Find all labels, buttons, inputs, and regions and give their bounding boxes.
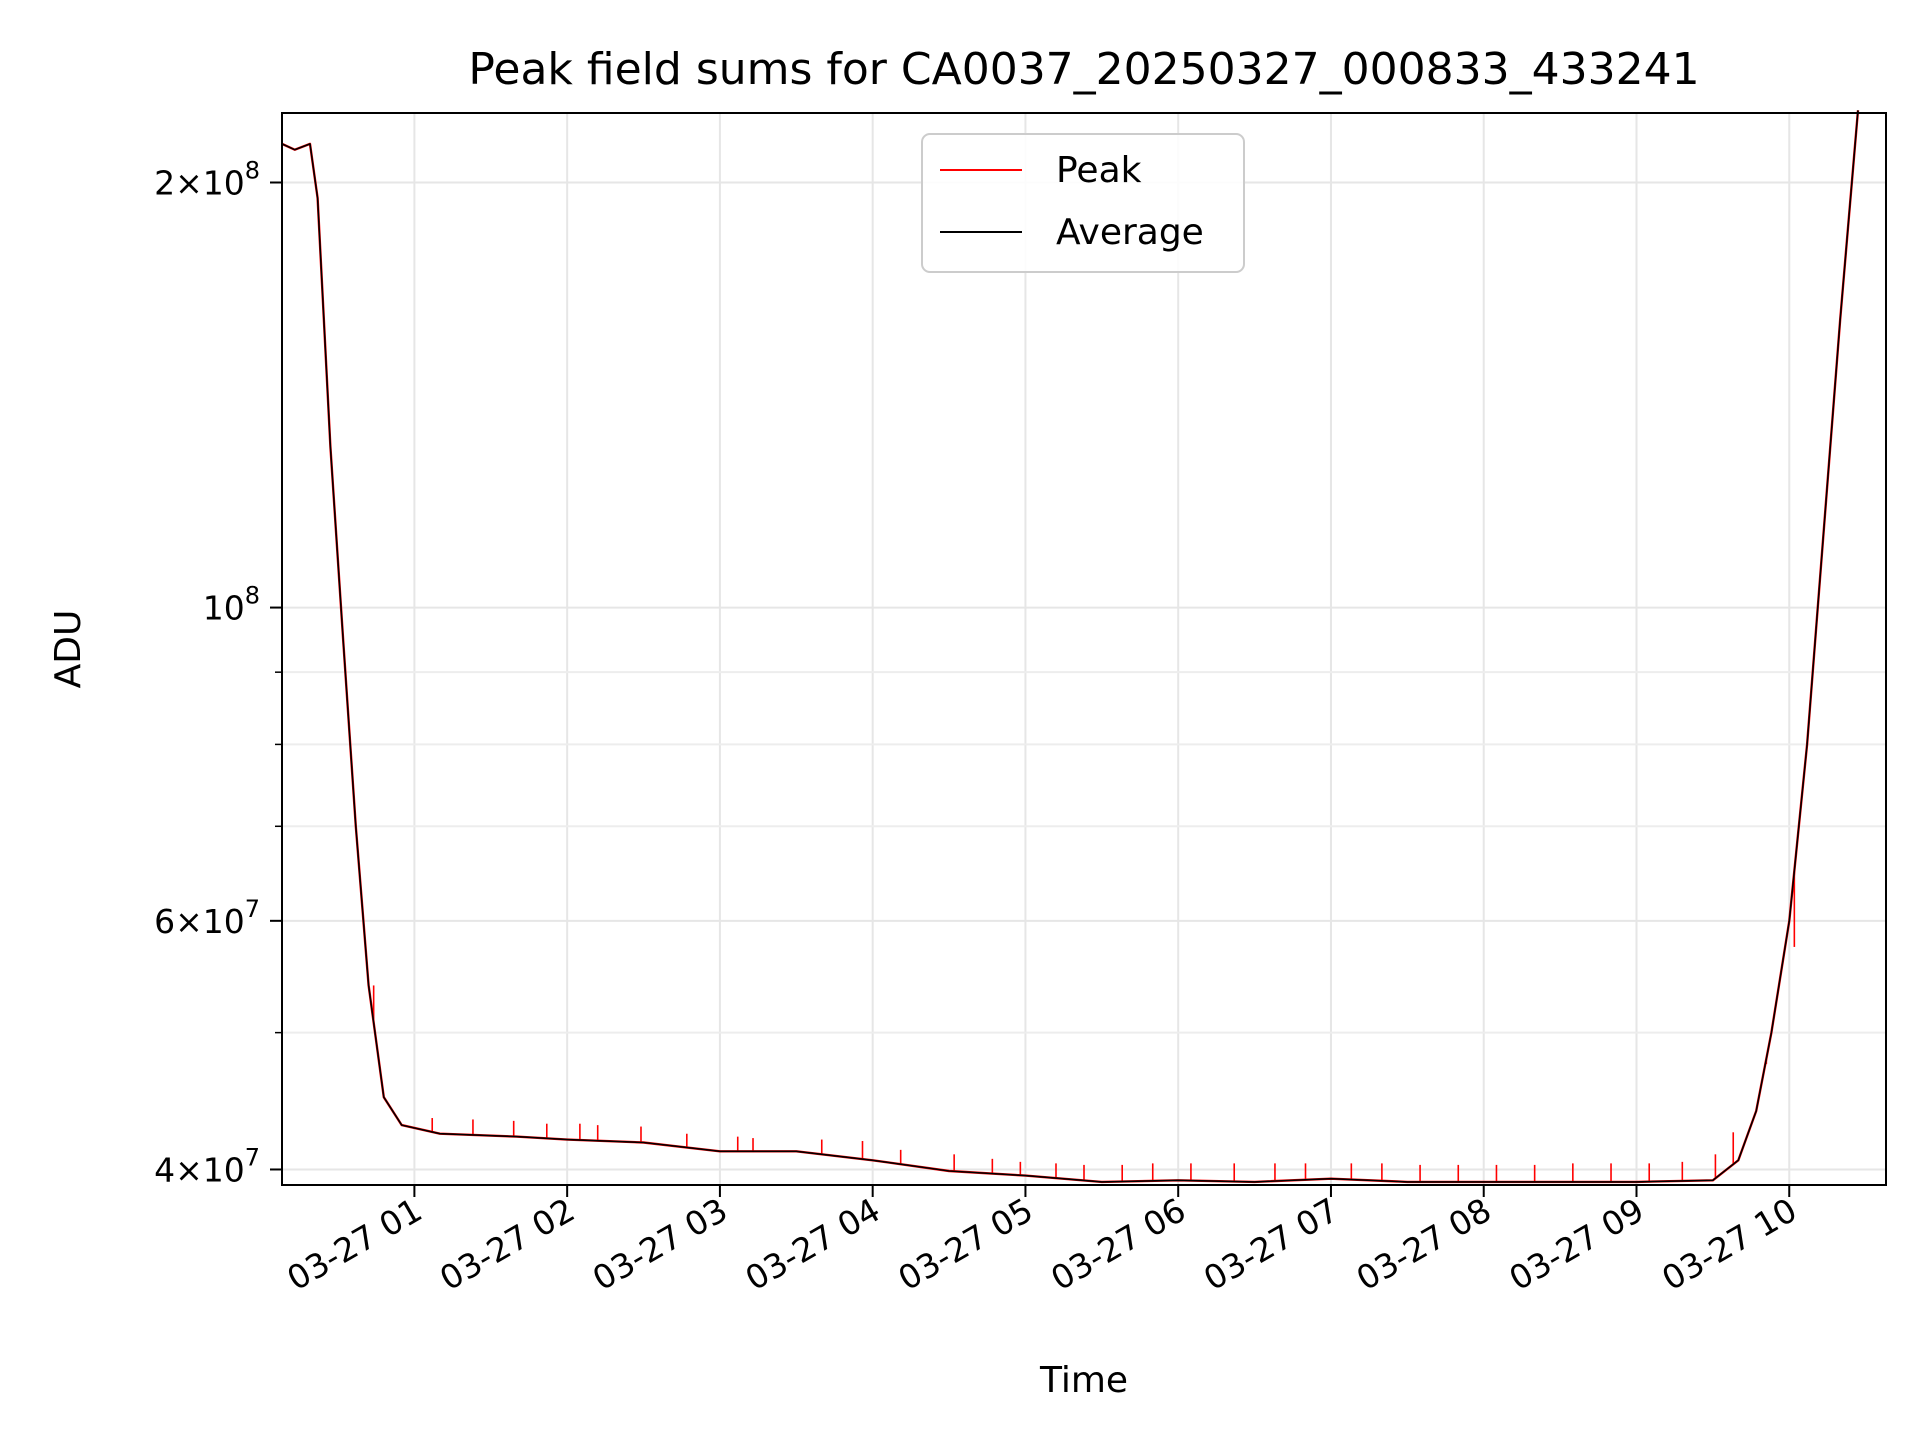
y-tick-label: 108 <box>203 582 260 628</box>
x-axis-label: Time <box>1039 1360 1128 1401</box>
y-tick-mantissa: 6 <box>154 902 175 941</box>
y-tick-exponent: 7 <box>245 1143 260 1171</box>
x-tick-label: 03-27 03 <box>586 1190 734 1298</box>
y-tick-times: × <box>175 902 203 941</box>
x-tick-label: 03-27 08 <box>1350 1190 1498 1298</box>
x-tick-label: 03-27 07 <box>1197 1190 1345 1298</box>
legend-label-average: Average <box>1056 212 1204 253</box>
y-tick-times: × <box>175 163 203 202</box>
x-tick-label: 03-27 01 <box>280 1190 428 1298</box>
y-tick-exponent: 7 <box>245 895 260 923</box>
legend-label-peak: Peak <box>1056 150 1142 191</box>
x-tick-label: 03-27 02 <box>433 1190 581 1298</box>
y-tick-exponent: 8 <box>245 156 260 184</box>
x-tick-label: 03-27 09 <box>1502 1190 1650 1298</box>
x-tick-label: 03-27 10 <box>1655 1190 1803 1298</box>
series-line-average <box>281 110 1859 1183</box>
y-tick-mantissa: 2 <box>154 163 175 202</box>
y-tick-base: 10 <box>203 163 245 202</box>
x-tick-label: 03-27 04 <box>739 1190 887 1298</box>
chart-title: Peak field sums for CA0037_20250327_0008… <box>468 44 1699 95</box>
y-tick-label: 6×107 <box>154 895 260 941</box>
x-tick-label: 03-27 06 <box>1044 1190 1192 1298</box>
y-tick-label: 2×108 <box>154 156 260 202</box>
grid-lines <box>282 113 1886 1185</box>
y-axis-label: ADU <box>48 610 89 689</box>
legend-box <box>921 133 1245 273</box>
y-tick-base: 10 <box>203 902 245 941</box>
y-tick-times: × <box>175 1150 203 1189</box>
y-tick-label: 4×107 <box>154 1143 260 1189</box>
plot-frame <box>281 112 1887 1186</box>
y-tick-base: 10 <box>203 1150 245 1189</box>
x-tick-label: 03-27 05 <box>891 1190 1039 1298</box>
x-axis: 03-27 01 03-27 02 03-27 03 03-27 04 03-27 05… <box>280 1185 1803 1298</box>
y-tick-exponent: 8 <box>245 582 260 610</box>
legend: Peak Average <box>921 133 1245 273</box>
y-tick-mantissa: 4 <box>154 1150 175 1189</box>
plot-area <box>281 110 1860 1184</box>
y-tick-base: 10 <box>203 589 245 628</box>
